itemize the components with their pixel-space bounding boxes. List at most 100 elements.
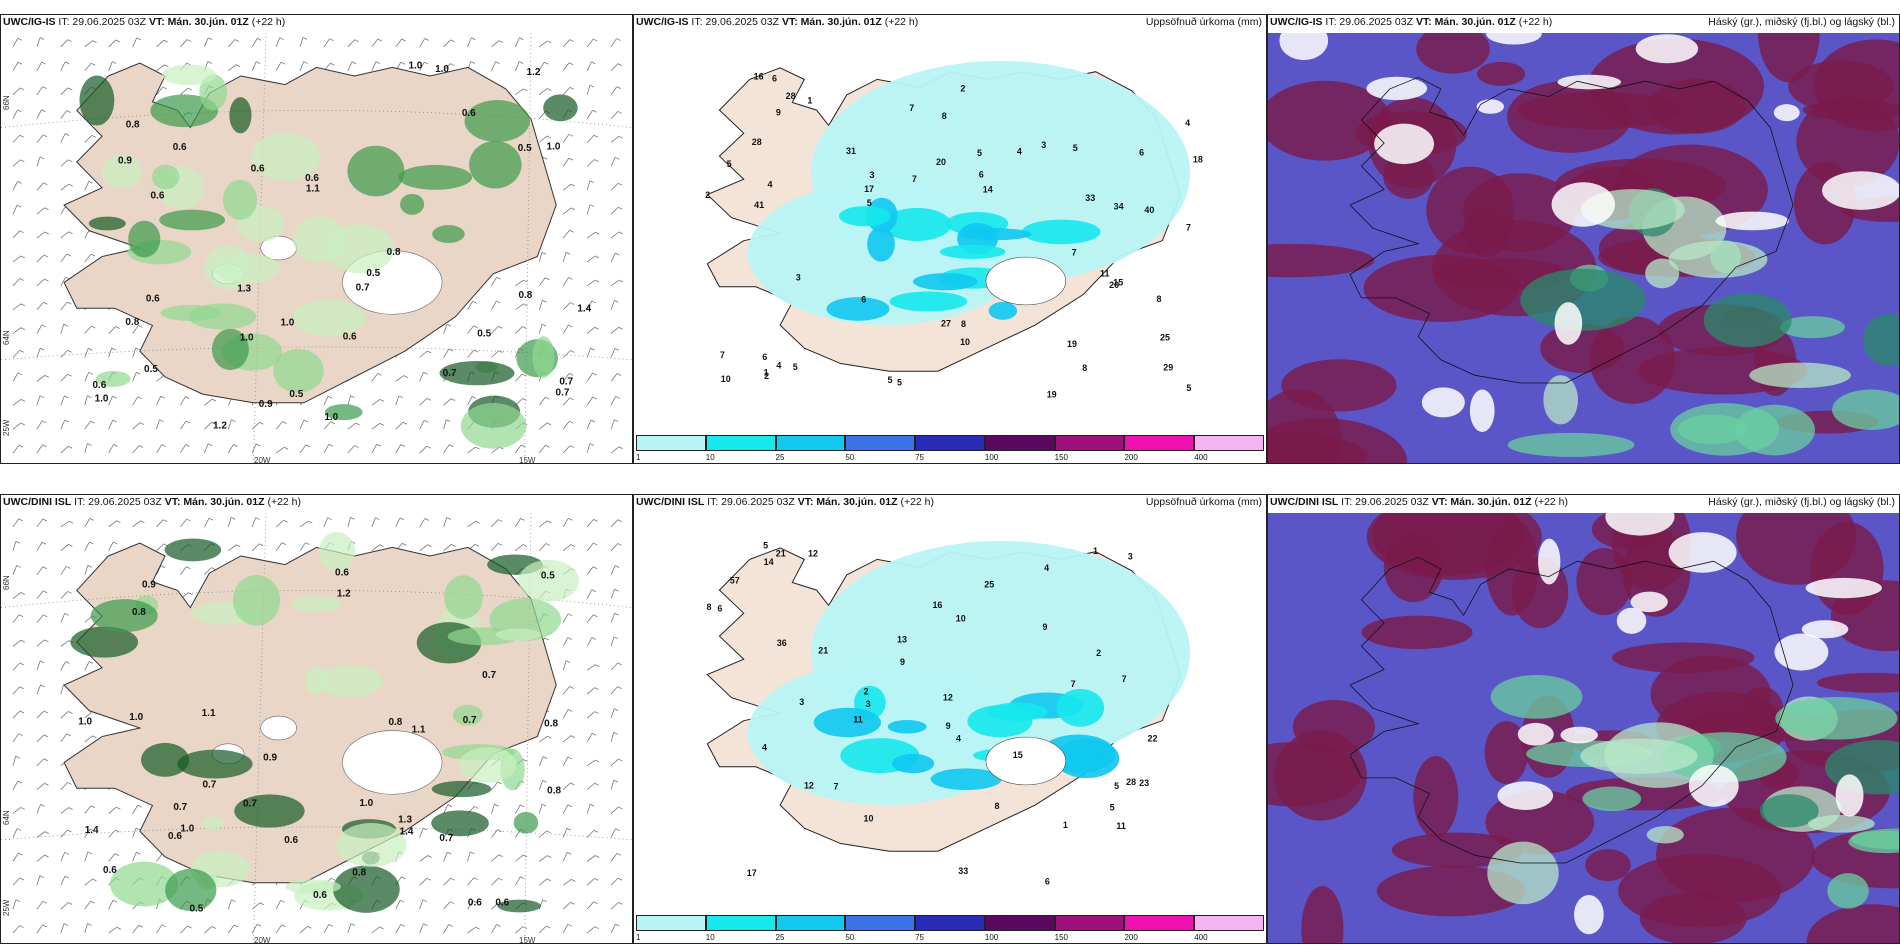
precip-value-label: 6 [979,170,984,180]
precip-value-label: 5 [1114,781,1119,791]
precip-value-label: 6 [762,352,767,362]
colorbar-segment [775,915,846,931]
precip-value-label: 6 [861,295,866,305]
valid-time: Mán. 30.jún. 01Z [183,496,265,508]
colorbar-tick-label: 75 [915,933,925,942]
precip-value-label: 0.7 [243,799,257,810]
precip-value-label: 4 [1044,563,1049,573]
precip-value-label: 1.0 [180,823,194,834]
init-time: IT: 29.06.2025 03Z [1325,16,1413,28]
valid-label: VT: [782,16,798,28]
precip-value-label: 6 [717,603,722,613]
model-name: UWC/DINI ISL [636,496,705,508]
map-panel-igis-cloud: UWC/IG-IS IT: 29.06.2025 03Z VT: Mán. 30.… [1267,14,1900,464]
model-name: UWC/IG-IS [1270,16,1323,28]
precip-value-label: 4 [1185,118,1190,128]
precip-value-label: 17 [864,184,874,194]
precip-value-label: 1 [1093,546,1098,556]
precip-value-label: 0.8 [126,120,140,131]
precip-value-label: 41 [754,200,764,210]
precip-value-label: 14 [983,184,993,194]
precip-value-label: 28 [786,91,796,101]
precip-value-label: 1.1 [412,724,426,735]
precip-value-label: 3 [866,699,871,709]
map-canvas [1268,33,1899,463]
precip-value-label: 7 [909,103,914,113]
precip-value-label: 29 [1163,363,1173,373]
precip-value-label: 2 [864,687,869,697]
precip-value-label: 0.5 [477,328,491,339]
valid-time: Mán. 30.jún. 01Z [167,16,249,28]
lon-label-15w: 15W [519,456,536,465]
lead-time: (+22 h) [884,16,919,28]
precip-value-label: 40 [1144,205,1154,215]
precip-value-label: 12 [808,549,818,559]
precip-value-label: 1.0 [78,717,92,728]
precip-value-label: 17 [747,868,757,878]
precip-value-label: 2 [705,190,710,200]
precip-value-label: 5 [793,362,798,372]
precip-value-label: 36 [777,638,787,648]
precip-value-label: 0.5 [541,570,555,581]
precip-value-label: 0.6 [305,173,319,184]
precip-value-label: 6 [1139,147,1144,157]
colorbar-segment [1194,435,1264,451]
precip-value-label: 1.0 [240,333,254,344]
colorbar-segment [915,915,985,931]
valid-label: VT: [149,16,165,28]
lon-label-25w: 25W [2,419,11,436]
lead-time: (+22 h) [267,496,302,508]
precip-value-label: 0.7 [173,802,187,813]
precip-value-label: 1.0 [435,64,449,75]
map-canvas: 2587453655475386791176181617220253134292… [634,33,1266,433]
precip-value-label: 20 [1109,280,1119,290]
precip-value-label: 4 [956,734,961,744]
precip-value-label: 21 [818,646,828,656]
precip-value-label: 9 [1043,622,1048,632]
precip-value-label: 0.6 [284,835,298,846]
init-time: IT: 29.06.2025 03Z [707,496,795,508]
panel-header: UWC/IG-IS IT: 29.06.2025 03Z VT: Mán. 30.… [1270,16,1895,32]
init-time: IT: 29.06.2025 03Z [691,16,779,28]
valid-label: VT: [1431,496,1448,508]
precip-labels: 3633559121225159246117132817222114162321… [706,541,1157,887]
precip-value-label: 5 [867,198,872,208]
init-time: IT: 29.06.2025 03Z [1341,496,1429,508]
precip-value-label: 11 [1100,268,1109,278]
precip-value-label: 16 [932,600,942,610]
precip-value-label: 0.6 [313,890,327,901]
precip-value-label: 0.5 [190,904,204,915]
precip-value-label: 57 [730,576,740,586]
precip-value-label: 5 [1110,803,1115,813]
precip-value-label: 0.6 [462,108,476,119]
lon-label-25w: 25W [2,899,11,916]
precip-value-label: 1.0 [547,142,561,153]
precip-value-label: 0.8 [388,717,402,728]
model-name: UWC/IG-IS [3,16,56,28]
precip-value-label: 8 [1082,363,1087,373]
colorbar-segment [705,435,776,451]
map-panel-dini-precip: UWC/DINI ISL IT: 29.06.2025 03Z VT: Mán. … [633,494,1267,944]
precip-value-label: 23 [1139,778,1149,788]
precip-value-label: 3 [796,272,801,282]
precip-labels: 0.6 0.7 0.5 0.6 0.7 1.0 0.7 0.6 0.8 0.6 0.9 1.0 1.1 1… [78,568,561,915]
precip-value-label: 15 [1113,278,1123,288]
precip-value-label: 28 [1126,777,1136,787]
precip-value-label: 4 [776,360,781,370]
colorbar-tick-label: 1 [636,453,641,462]
model-name: UWC/IG-IS [636,16,689,28]
lead-time: (+22 h) [1518,16,1553,28]
precip-value-label: 5 [977,148,982,158]
precip-value-label: 3 [870,170,875,180]
colorbar-segment [984,915,1055,931]
precip-value-label: 16 [754,72,764,82]
precip-value-label: 0.7 [482,670,496,681]
precip-value-label: 0.5 [518,143,532,154]
precip-value-label: 0.8 [387,247,401,258]
precip-value-label: 0.8 [518,290,532,301]
precip-value-label: 21 [776,549,786,559]
precip-value-label: 0.6 [103,865,117,876]
colorbar-tick-label: 100 [984,933,999,942]
colorbar-segment [636,915,706,931]
precip-value-label: 0.7 [559,376,573,387]
